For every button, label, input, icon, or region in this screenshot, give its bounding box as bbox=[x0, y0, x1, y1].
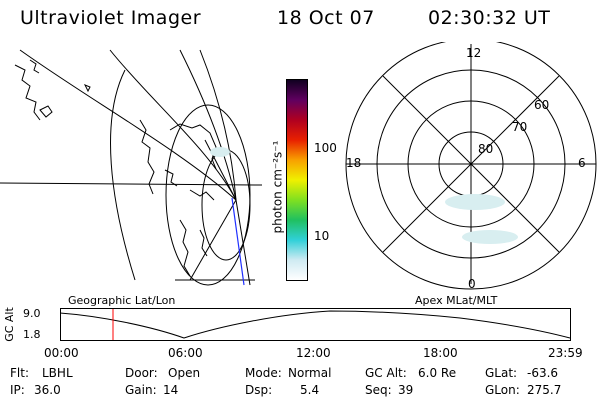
status-glon-value: 275.7 bbox=[527, 383, 562, 397]
mlt-label-18: 18 bbox=[346, 156, 362, 170]
status-glon-label: GLon: bbox=[485, 383, 520, 397]
altitude-plot bbox=[60, 308, 571, 341]
status-door-value: Open bbox=[168, 366, 201, 380]
lat-label-60: 60 bbox=[534, 98, 550, 112]
geographic-map bbox=[0, 49, 262, 286]
colorbar-tick-100: 100 bbox=[314, 141, 337, 155]
colorbar-tick-10: 10 bbox=[314, 229, 330, 243]
lat-label-80: 80 bbox=[478, 142, 494, 156]
status-glat-label: GLat: bbox=[485, 366, 518, 380]
time-tick-1800: 18:00 bbox=[423, 346, 458, 360]
status-mode-value: Normal bbox=[288, 366, 332, 380]
mlt-label-6: 6 bbox=[578, 156, 586, 170]
altitude-panel-left-title: Geographic Lat/Lon bbox=[68, 294, 176, 307]
status-seq-value: 39 bbox=[398, 383, 414, 397]
status-door-label: Door: bbox=[125, 366, 158, 380]
status-flt-label: Flt: bbox=[10, 366, 29, 380]
status-dsp-value: 5.4 bbox=[300, 383, 320, 397]
altitude-ytick-1-8: 1.8 bbox=[23, 328, 41, 341]
status-flt-value: LBHL bbox=[42, 366, 73, 380]
mlt-label-0: 0 bbox=[468, 277, 476, 291]
time-tick-1200: 12:00 bbox=[296, 346, 331, 360]
altitude-ylabel: GC Alt bbox=[2, 307, 16, 342]
time-tick-0600: 06:00 bbox=[168, 346, 203, 360]
status-glat-value: -63.6 bbox=[527, 366, 559, 380]
observation-time: 02:30:32 UT bbox=[428, 7, 551, 29]
altitude-ytick-9: 9.0 bbox=[23, 307, 41, 320]
observation-date: 18 Oct 07 bbox=[277, 7, 375, 29]
colorbar-unit-label: photon cm⁻²s⁻¹ bbox=[270, 140, 285, 234]
status-gcalt-label: GC Alt: bbox=[365, 366, 407, 380]
status-gain-value: 14 bbox=[163, 383, 179, 397]
status-ip-value: 36.0 bbox=[34, 383, 61, 397]
time-tick-0000: 00:00 bbox=[44, 346, 79, 360]
polar-mlt-plot bbox=[345, 42, 597, 290]
status-gcalt-value: 6.0 Re bbox=[418, 366, 457, 380]
time-tick-2359: 23:59 bbox=[548, 346, 583, 360]
status-ip-label: IP: bbox=[10, 383, 25, 397]
altitude-panel-right-title: Apex MLat/MLT bbox=[415, 294, 498, 307]
status-dsp-label: Dsp: bbox=[245, 383, 273, 397]
lat-label-70: 70 bbox=[512, 120, 528, 134]
mlt-label-12: 12 bbox=[466, 46, 482, 60]
status-mode-label: Mode: bbox=[245, 366, 282, 380]
status-gain-label: Gain: bbox=[125, 383, 157, 397]
intensity-colorbar bbox=[286, 79, 308, 281]
status-seq-label: Seq: bbox=[365, 383, 392, 397]
instrument-title: Ultraviolet Imager bbox=[20, 7, 202, 29]
